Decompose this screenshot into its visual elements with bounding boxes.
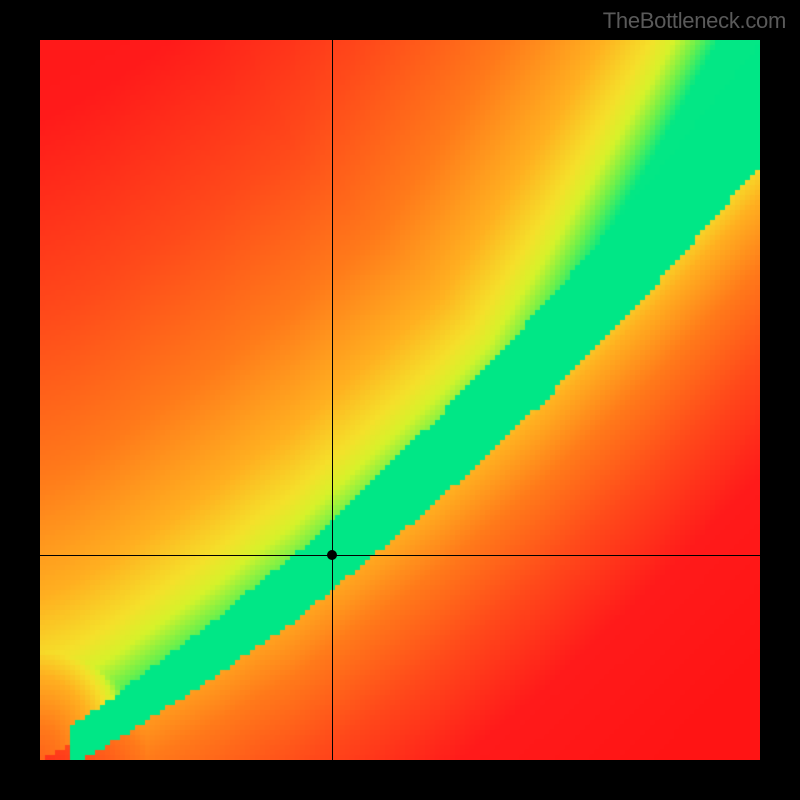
heatmap-canvas — [40, 40, 760, 760]
crosshair-vertical — [332, 40, 333, 760]
crosshair-dot — [327, 550, 337, 560]
crosshair-horizontal — [40, 555, 760, 556]
plot-area — [40, 40, 760, 760]
chart-container: TheBottleneck.com — [0, 0, 800, 800]
watermark-text: TheBottleneck.com — [603, 8, 786, 34]
